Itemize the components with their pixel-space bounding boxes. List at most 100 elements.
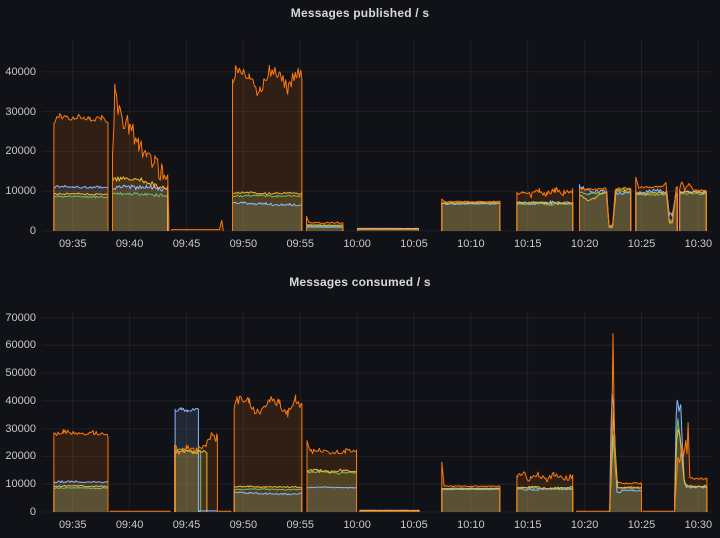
- x-axis-tick-label: 09:45: [172, 238, 201, 250]
- series-green-line: [53, 486, 109, 512]
- series-yellow-fill: [232, 191, 302, 231]
- series-orange-fill: [516, 471, 573, 512]
- x-axis-tick-label: 10:05: [400, 238, 428, 250]
- panel-messages-published: Messages published / s 0 10000 20000 30000 4…: [5, 6, 712, 250]
- series-green-line: [174, 448, 202, 512]
- series-yellow-line: [112, 176, 169, 231]
- x-axis-tick-label: 09:40: [115, 519, 144, 531]
- x-axis-tick-label: 10:15: [513, 519, 542, 531]
- series-yellow-fill: [53, 192, 108, 231]
- y-axis-tick-label: 20000: [5, 145, 36, 158]
- x-axis-tick-label: 10:20: [570, 238, 599, 250]
- series-green-line: [53, 195, 109, 231]
- y-axis-tick-label: 70000: [5, 311, 36, 324]
- y-axis-tick-label: 40000: [5, 394, 36, 407]
- series-green-line: [112, 191, 169, 231]
- series-blue-line: [174, 407, 199, 512]
- series-yellow-fill: [516, 201, 573, 231]
- series-blue-fill: [679, 190, 707, 231]
- series-green-fill: [674, 418, 707, 512]
- series-yellow-fill: [112, 176, 168, 231]
- x-axis-tick-label: 09:35: [58, 519, 87, 531]
- series-green-fill: [307, 471, 357, 512]
- series-blue-fill: [234, 491, 302, 512]
- series-blue-fill: [307, 486, 357, 512]
- series-blue-fill: [232, 202, 302, 231]
- series-yellow-line: [679, 190, 707, 231]
- y-axis-tick-label: 60000: [5, 339, 36, 352]
- x-axis-tick-label: 10:30: [684, 519, 713, 531]
- series-yellow-line: [53, 484, 109, 512]
- series-orange-line: [306, 215, 344, 231]
- series-blue-line: [306, 486, 357, 512]
- panel-title-consumed[interactable]: Messages consumed / s: [289, 275, 431, 289]
- y-axis-tick-label: 40000: [5, 65, 36, 78]
- series-green-fill: [579, 190, 631, 231]
- series-orange-line: [576, 510, 609, 512]
- series-yellow-line: [516, 200, 574, 231]
- series-blue-fill: [516, 200, 573, 231]
- series-green-fill: [441, 202, 500, 231]
- series-green-line: [516, 201, 574, 231]
- series-orange-line: [609, 333, 642, 512]
- x-axis-tick-label: 10:10: [457, 238, 485, 250]
- series-yellow-line: [441, 487, 501, 512]
- series-blue-line: [306, 226, 344, 231]
- series-yellow-line: [233, 485, 303, 512]
- x-axis-tick-label: 09:50: [229, 238, 258, 250]
- x-axis-tick-label: 09:55: [286, 519, 314, 531]
- series-blue-line: [357, 227, 419, 231]
- series-yellow-line: [232, 191, 303, 231]
- chart-canvas[interactable]: [42, 312, 712, 513]
- y-axis-tick-label: 0: [29, 225, 36, 237]
- x-axis-tick-label: 10:10: [457, 519, 485, 531]
- x-axis-tick-label: 10:25: [627, 238, 656, 250]
- series-orange-line: [579, 186, 632, 231]
- series-green-fill: [516, 202, 573, 231]
- series-orange-fill: [53, 113, 108, 231]
- series-green-line: [233, 487, 303, 512]
- series-green-fill: [516, 487, 573, 512]
- series-orange-fill: [112, 84, 169, 231]
- series-yellow-fill: [679, 191, 707, 231]
- grid-lines: [42, 312, 712, 513]
- x-axis-tick-label: 09:40: [115, 238, 144, 250]
- chart-canvas[interactable]: [42, 40, 712, 232]
- series-blue-fill: [609, 393, 642, 512]
- series-yellow-line: [674, 428, 708, 512]
- series-green-line: [306, 225, 344, 231]
- series-green-fill: [679, 192, 707, 231]
- y-axis-tick-label: 10000: [5, 478, 36, 491]
- series-orange-line: [359, 510, 420, 512]
- series-yellow-line: [306, 224, 344, 231]
- series-yellow-fill: [307, 469, 357, 512]
- x-axis-tick-label: 10:25: [627, 519, 656, 531]
- series-orange-fill: [53, 429, 108, 512]
- series-orange-line: [112, 83, 170, 231]
- series-blue-line: [232, 201, 303, 231]
- series-yellow-fill: [441, 488, 500, 512]
- x-axis-tick-label: 10:20: [570, 519, 599, 531]
- series-orange-line: [642, 510, 674, 512]
- series-green-fill: [112, 192, 168, 231]
- series-green-line: [232, 194, 303, 231]
- series-orange-line: [171, 219, 224, 231]
- series-yellow-fill: [579, 188, 631, 231]
- series-yellow-line: [635, 190, 678, 231]
- series-orange-line: [674, 422, 708, 512]
- series-yellow-fill: [175, 450, 207, 512]
- panel-title-published[interactable]: Messages published / s: [290, 6, 430, 20]
- series-blue-fill: [306, 226, 343, 231]
- series-orange-fill: [674, 422, 707, 512]
- series-blue-fill: [674, 400, 707, 512]
- series-orange-line: [233, 394, 303, 512]
- series-orange-line: [53, 429, 109, 512]
- x-axis-tick-label: 10:00: [343, 519, 371, 531]
- x-axis-tick-label: 10:15: [513, 238, 542, 250]
- series-orange-line: [109, 510, 171, 512]
- series-green-fill: [53, 487, 108, 512]
- y-axis-tick-label: 50000: [5, 367, 36, 380]
- x-axis-tick-label: 09:50: [229, 519, 258, 531]
- series-orange-line: [218, 510, 232, 512]
